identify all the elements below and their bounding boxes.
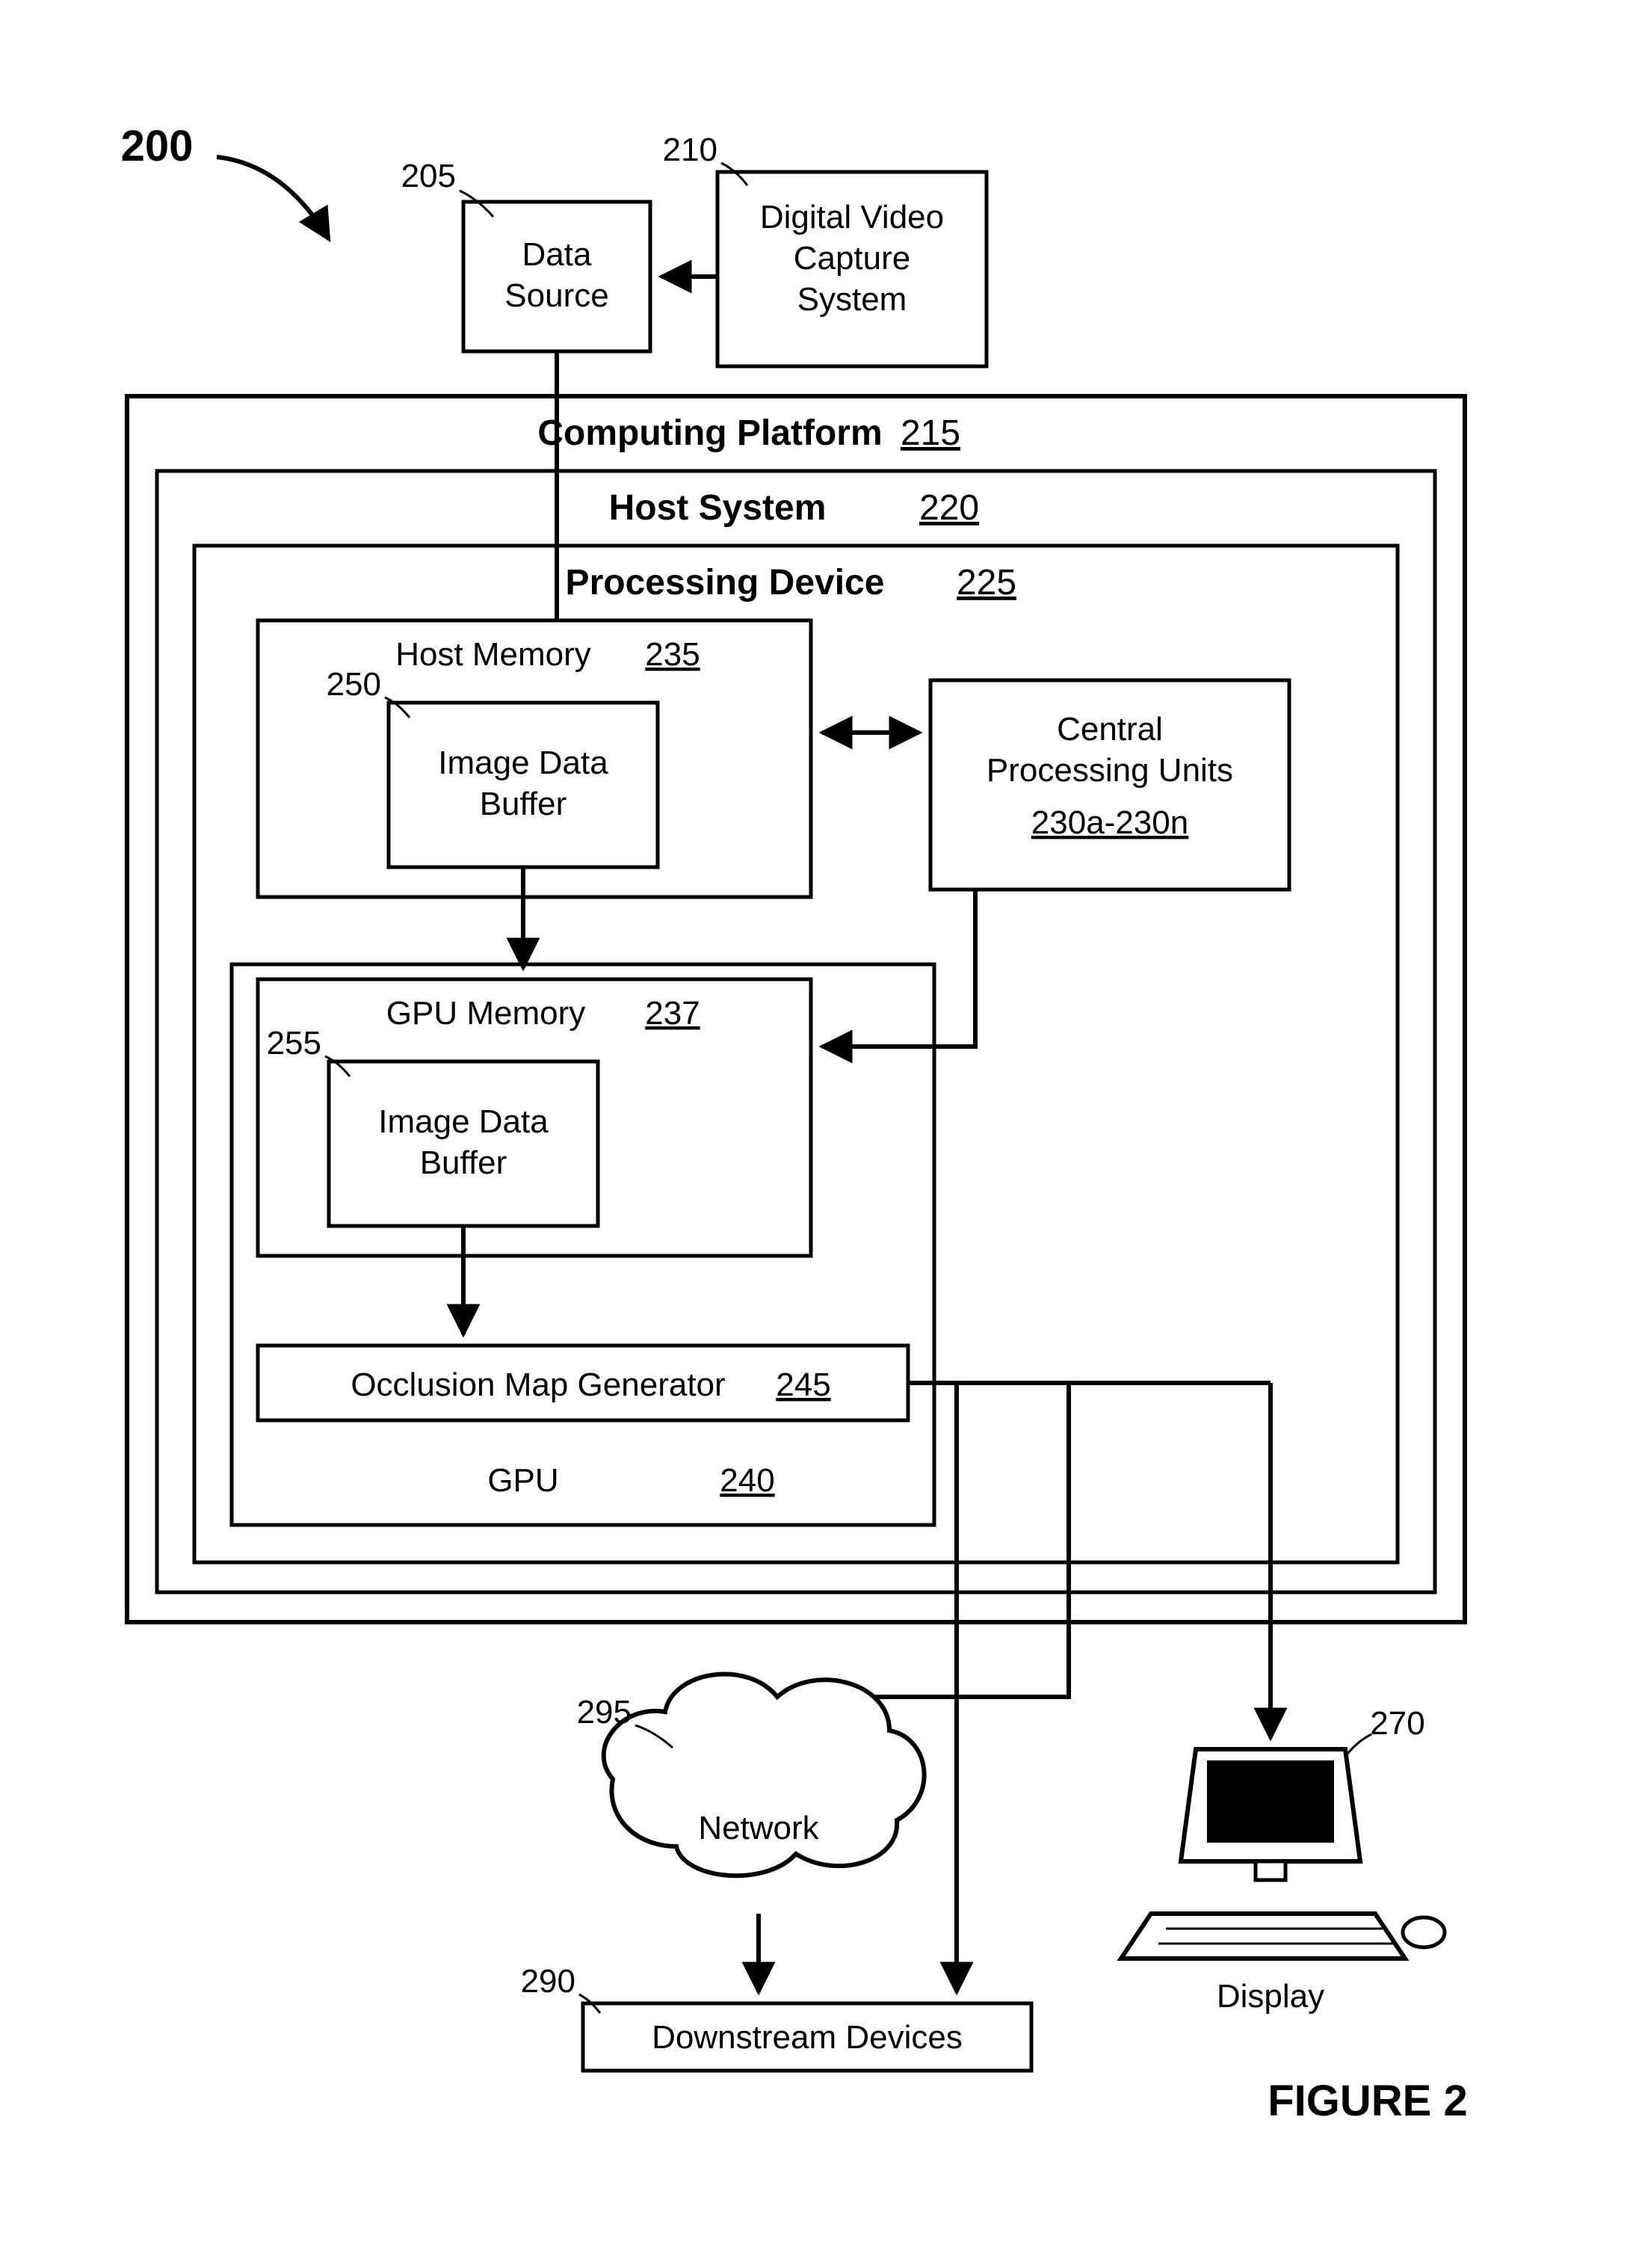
label-img-buf-2a: Image Data (378, 1103, 549, 1140)
label-computing-platform: Computing Platform (537, 413, 882, 453)
ref-245: 245 (776, 1366, 830, 1403)
ref-255: 255 (267, 1025, 321, 1061)
svg-text:Network: Network (698, 1810, 819, 1846)
node-network: Network (604, 1674, 924, 1876)
label-img-buf-1b: Buffer (480, 786, 567, 822)
svg-text:Data: Data (522, 236, 592, 273)
svg-text:System: System (797, 281, 907, 318)
label-cpu-2: Processing Units (987, 752, 1233, 789)
ref-230: 230a-230n (1031, 804, 1188, 841)
label-processing-device: Processing Device (566, 563, 885, 603)
node-dv-capture: Digital Video Capture System (717, 172, 987, 366)
ref-210: 210 (663, 132, 717, 168)
ref-225: 225 (957, 563, 1016, 603)
label-cpu-1: Central (1057, 711, 1163, 748)
figure-ref-200: 200 (121, 122, 194, 170)
ref-205: 205 (401, 158, 456, 194)
node-display: Display (1121, 1749, 1445, 2015)
ref-220: 220 (919, 488, 979, 528)
svg-text:Source: Source (504, 277, 608, 314)
label-host-memory: Host Memory (395, 636, 591, 673)
lead-270 (1345, 1734, 1371, 1757)
ref-270: 270 (1370, 1705, 1424, 1742)
node-img-buf-1 (389, 703, 658, 867)
figure-ref-arrow (217, 157, 329, 239)
ref-237: 237 (645, 995, 700, 1032)
label-host-system: Host System (609, 488, 827, 528)
ref-290: 290 (521, 1963, 575, 2000)
ref-295: 295 (577, 1694, 632, 1731)
svg-text:Capture: Capture (794, 240, 911, 277)
ref-240: 240 (720, 1462, 774, 1499)
label-img-buf-1a: Image Data (438, 745, 608, 781)
label-downstream: Downstream Devices (652, 2019, 963, 2056)
node-data-source: Data Source (463, 202, 650, 351)
label-gpu: GPU (487, 1462, 558, 1499)
label-occlusion: Occlusion Map Generator (351, 1366, 725, 1403)
svg-text:Display: Display (1217, 1978, 1324, 2015)
label-gpu-memory: GPU Memory (386, 995, 585, 1032)
node-img-buf-2 (329, 1061, 598, 1226)
ref-235: 235 (645, 636, 700, 673)
figure-caption: FIGURE 2 (1268, 2077, 1468, 2125)
ref-250: 250 (327, 666, 381, 703)
svg-text:Digital Video: Digital Video (760, 199, 944, 235)
ref-215: 215 (901, 413, 960, 453)
label-img-buf-2b: Buffer (420, 1144, 507, 1181)
